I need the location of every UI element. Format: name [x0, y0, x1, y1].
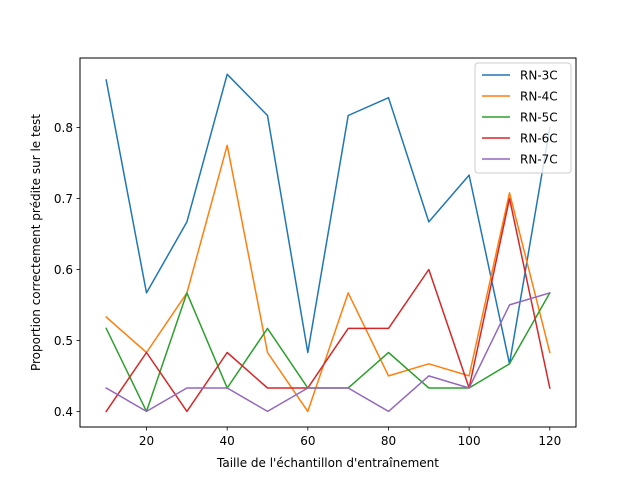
series-layer	[105, 73, 551, 413]
y-ticks: 0.4 0.5 0.6 0.7 0.8	[54, 121, 80, 419]
series-line-rn-3c	[105, 73, 551, 365]
plot-frame	[79, 57, 577, 428]
y-axis-title: Proportion correctement prédite sur le t…	[29, 114, 43, 371]
x-axis-title: Taille de l'échantillon d'entraînement	[216, 456, 439, 470]
legend-label: RN-5C	[520, 111, 558, 125]
series-line-rn-6c	[105, 197, 551, 413]
legend-label: RN-3C	[520, 69, 558, 83]
x-tick-label: 120	[538, 434, 561, 448]
legend-items: RN-3C RN-4C RN-5C RN-6C RN-7C	[482, 69, 558, 167]
x-ticks: 20 40 60 80 100 120	[139, 427, 561, 448]
series-line-rn-4c	[105, 144, 551, 413]
x-tick-label: 40	[220, 434, 235, 448]
y-tick-label: 0.7	[54, 192, 73, 206]
legend-box	[474, 62, 572, 174]
x-tick-label: 80	[381, 434, 396, 448]
y-tick-label: 0.4	[54, 405, 73, 419]
y-tick-label: 0.8	[54, 121, 73, 135]
x-tick-label: 100	[458, 434, 481, 448]
x-tick-label: 20	[139, 434, 154, 448]
legend-label: RN-7C	[520, 153, 558, 167]
legend-label: RN-6C	[520, 132, 558, 146]
series-line-rn-7c	[105, 291, 551, 413]
x-tick-label: 60	[300, 434, 315, 448]
y-tick-label: 0.5	[54, 334, 73, 348]
y-tick-label: 0.6	[54, 263, 73, 277]
legend: RN-3C RN-4C RN-5C RN-6C RN-7C	[474, 62, 572, 174]
legend-label: RN-4C	[520, 90, 558, 104]
